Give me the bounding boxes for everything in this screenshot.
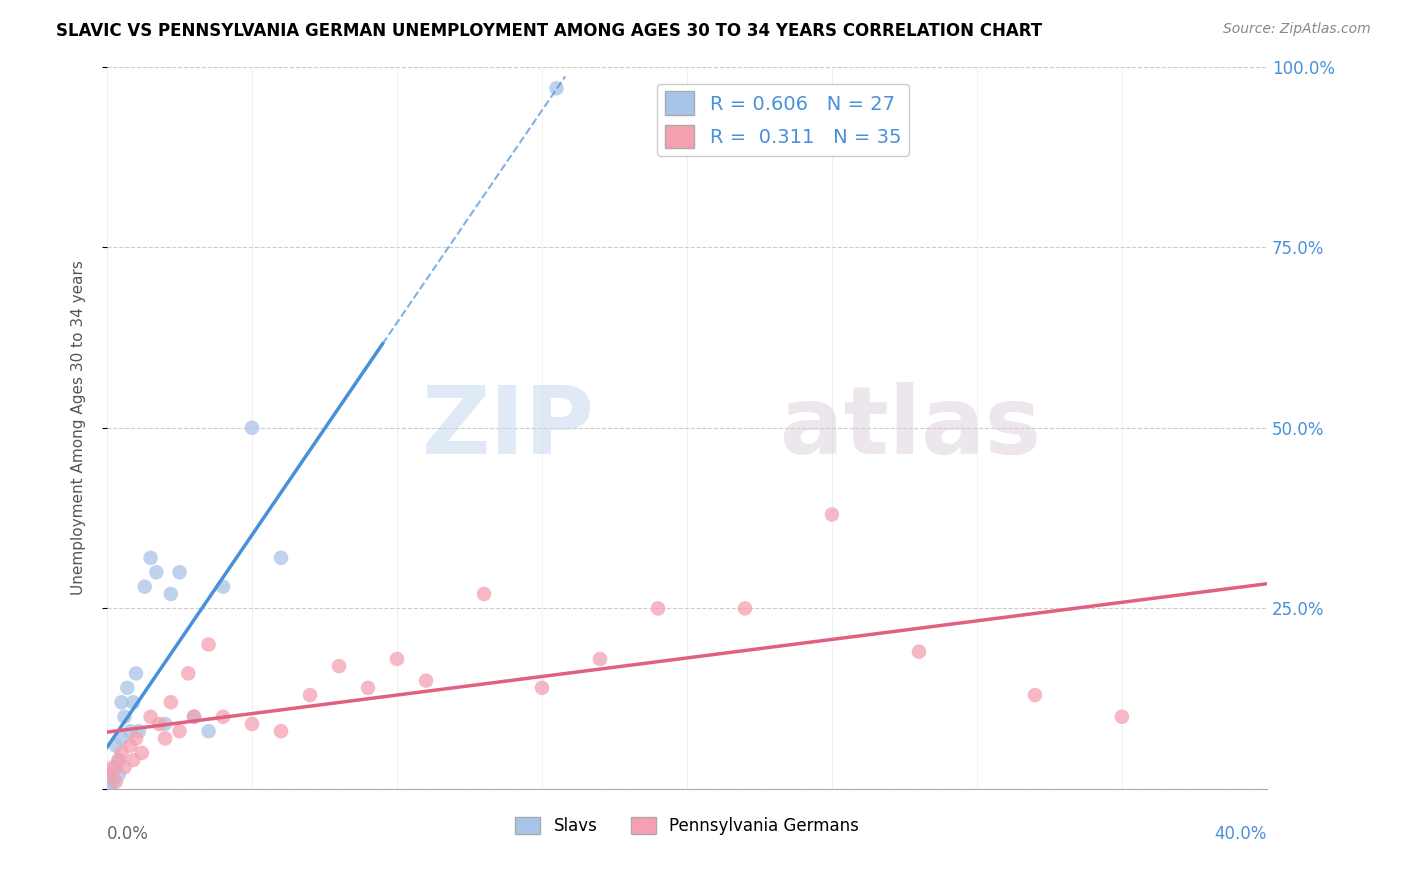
Point xyxy=(385,652,408,666)
Legend: Slavs, Pennsylvania Germans: Slavs, Pennsylvania Germans xyxy=(509,811,866,842)
Point xyxy=(647,601,669,615)
Point xyxy=(104,760,127,774)
Text: 40.0%: 40.0% xyxy=(1215,825,1267,843)
Point xyxy=(1111,710,1133,724)
Point xyxy=(546,81,568,95)
Point xyxy=(125,731,148,746)
Text: atlas: atlas xyxy=(780,382,1040,474)
Point xyxy=(270,724,292,739)
Point xyxy=(153,717,176,731)
Text: 0.0%: 0.0% xyxy=(107,825,149,843)
Point xyxy=(104,774,127,789)
Point xyxy=(197,724,219,739)
Point xyxy=(160,695,183,709)
Point xyxy=(212,710,235,724)
Point xyxy=(415,673,437,688)
Point xyxy=(122,695,145,709)
Point xyxy=(177,666,200,681)
Point xyxy=(98,778,121,792)
Point xyxy=(101,767,124,781)
Point xyxy=(183,710,205,724)
Point xyxy=(104,739,127,753)
Point xyxy=(110,731,132,746)
Point xyxy=(328,659,350,673)
Point xyxy=(139,710,162,724)
Point xyxy=(101,774,124,789)
Y-axis label: Unemployment Among Ages 30 to 34 years: Unemployment Among Ages 30 to 34 years xyxy=(72,260,86,595)
Point xyxy=(101,760,124,774)
Point xyxy=(169,566,191,580)
Text: ZIP: ZIP xyxy=(422,382,595,474)
Point xyxy=(153,731,176,746)
Point xyxy=(821,508,844,522)
Text: SLAVIC VS PENNSYLVANIA GERMAN UNEMPLOYMENT AMONG AGES 30 TO 34 YEARS CORRELATION: SLAVIC VS PENNSYLVANIA GERMAN UNEMPLOYME… xyxy=(56,22,1042,40)
Point xyxy=(240,717,263,731)
Point xyxy=(240,421,263,435)
Point xyxy=(98,767,121,781)
Point xyxy=(117,681,139,695)
Point xyxy=(169,724,191,739)
Point xyxy=(145,566,167,580)
Text: Source: ZipAtlas.com: Source: ZipAtlas.com xyxy=(1223,22,1371,37)
Point xyxy=(270,550,292,565)
Point xyxy=(589,652,612,666)
Point xyxy=(122,753,145,767)
Point xyxy=(114,760,136,774)
Point xyxy=(107,753,129,767)
Point xyxy=(139,550,162,565)
Point xyxy=(197,638,219,652)
Point xyxy=(128,724,150,739)
Point xyxy=(212,580,235,594)
Point xyxy=(1024,688,1046,702)
Point xyxy=(107,753,129,767)
Point xyxy=(908,645,931,659)
Point xyxy=(131,746,153,760)
Point xyxy=(160,587,183,601)
Point xyxy=(120,739,142,753)
Point xyxy=(183,710,205,724)
Point xyxy=(530,681,553,695)
Point xyxy=(120,724,142,739)
Point xyxy=(114,710,136,724)
Point xyxy=(299,688,322,702)
Point xyxy=(472,587,495,601)
Point xyxy=(107,767,129,781)
Point xyxy=(110,695,132,709)
Point xyxy=(357,681,380,695)
Point xyxy=(148,717,170,731)
Point xyxy=(134,580,156,594)
Point xyxy=(110,746,132,760)
Point xyxy=(734,601,756,615)
Point xyxy=(125,666,148,681)
